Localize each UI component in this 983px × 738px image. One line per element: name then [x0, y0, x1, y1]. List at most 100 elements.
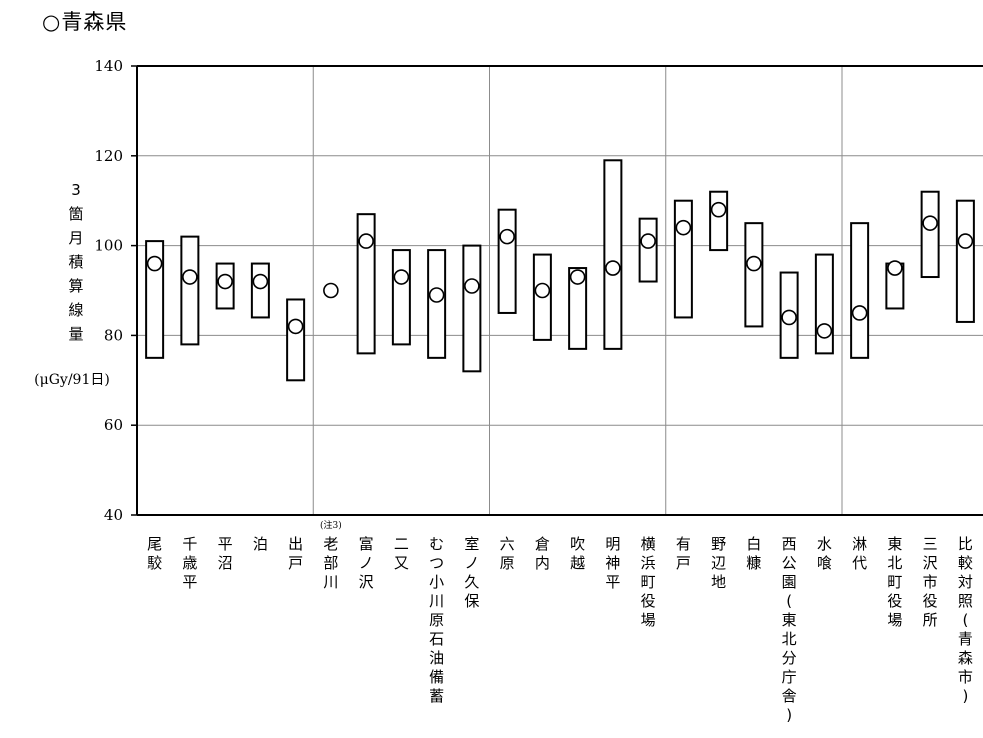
value-marker	[287, 318, 304, 335]
category-label-char: 平	[182, 573, 197, 591]
value-marker	[323, 282, 339, 299]
category-label: 水喰	[817, 535, 832, 572]
category-label-char: 川	[429, 592, 444, 610]
category-label-char: 青	[958, 630, 973, 648]
category-label-char: 蓄	[429, 687, 444, 705]
category-label-char: 較	[958, 554, 973, 572]
category-label: 尾駮	[147, 535, 162, 572]
value-marker	[569, 269, 586, 285]
y-axis-label-char: 月	[68, 229, 83, 247]
value-marker	[182, 269, 198, 285]
value-marker	[393, 269, 410, 285]
category-label-char: つ	[429, 554, 444, 572]
value-marker	[851, 305, 868, 321]
category-label-char: 六	[500, 535, 515, 553]
category-label-char: 市	[923, 573, 938, 591]
value-marker	[746, 255, 762, 272]
range-bar	[744, 222, 764, 328]
range-bar	[286, 298, 306, 382]
category-label-char: 備	[429, 668, 444, 686]
category-label-char: 室	[464, 535, 479, 553]
category-label-char: 平	[218, 535, 233, 553]
category-label-char: 役	[887, 592, 902, 610]
value-marker	[887, 260, 903, 276]
category-label: 出戸	[288, 535, 303, 572]
y-tick-label: 60	[104, 416, 123, 434]
range-bar	[850, 222, 870, 359]
category-label-char: (	[786, 592, 792, 610]
category-label-char: 平	[605, 573, 620, 591]
value-marker	[922, 215, 938, 231]
value-marker	[146, 255, 163, 272]
range-bars	[145, 159, 975, 382]
category-label-char: 喰	[817, 554, 832, 572]
category-label-char: 地	[711, 573, 726, 591]
value-markers	[146, 201, 974, 339]
y-axis-unit: (μGy/91日)	[34, 372, 110, 388]
range-bar	[955, 199, 975, 323]
value-marker	[957, 233, 974, 249]
category-label-char: 歳	[182, 554, 197, 572]
category-label-char: 川	[323, 573, 338, 591]
category-label-char: 公	[782, 554, 797, 572]
range-bar	[145, 240, 165, 359]
category-label-char: 吹	[570, 535, 585, 553]
category-label-char: 市	[958, 668, 973, 686]
range-bar	[603, 159, 623, 350]
category-label-char: 野	[711, 535, 726, 553]
y-axis-label-char: 3	[71, 181, 81, 199]
category-label-char: 部	[323, 554, 338, 572]
category-label-char: 東	[782, 611, 797, 629]
value-marker	[217, 273, 233, 290]
category-label-char: 淋	[852, 535, 867, 553]
category-label-char: 内	[535, 554, 550, 572]
category-label-char: 三	[923, 535, 938, 553]
category-label-char: 水	[817, 535, 832, 553]
category-label-char: 久	[464, 573, 479, 591]
category-label: 富ノ沢	[359, 535, 374, 591]
category-label-char: 比	[958, 535, 973, 553]
y-tick-labels: 40 60 80 100 120 140	[94, 57, 123, 524]
category-label-char: 原	[500, 554, 515, 572]
value-marker	[816, 323, 833, 339]
y-tick-label: 40	[104, 506, 123, 524]
range-bar	[427, 249, 447, 359]
category-label-char: 二	[394, 535, 409, 553]
y-axis-label-char: 線	[68, 301, 83, 319]
category-label-char: ノ	[464, 554, 479, 572]
category-label-char: 倉	[535, 535, 550, 553]
category-label-char: 園	[782, 573, 797, 591]
category-label-char: 庁	[782, 668, 797, 686]
category-label-char: 舎	[782, 687, 797, 705]
category-label: 老部川	[323, 535, 338, 591]
category-label-char: 北	[887, 554, 902, 572]
value-marker	[428, 287, 445, 303]
category-label-char: 駮	[147, 554, 162, 572]
y-axis-label-char: 算	[68, 277, 83, 295]
category-label-char: 場	[641, 611, 656, 629]
value-marker	[675, 219, 692, 236]
category-label-char: 有	[676, 535, 691, 553]
category-label: 淋代	[852, 535, 867, 572]
category-label-char: )	[786, 706, 792, 724]
category-label: 泊	[253, 535, 268, 553]
category-label-char: 小	[429, 573, 444, 591]
category-label-char: 富	[359, 535, 374, 553]
range-bar	[462, 244, 482, 373]
y-tick-label: 120	[94, 147, 123, 165]
value-marker	[464, 278, 480, 294]
category-label-char: 老	[323, 535, 338, 553]
category-label-char: 浜	[641, 554, 656, 572]
category-label: 平沼	[218, 535, 233, 572]
category-label-char: 越	[570, 554, 585, 572]
category-label-char: 場	[887, 611, 902, 629]
y-tick-label: 140	[94, 57, 123, 75]
category-label-char: 西	[782, 535, 797, 553]
category-label-char: 対	[958, 573, 973, 591]
category-label-char: 出	[288, 535, 303, 553]
value-marker	[358, 233, 374, 249]
